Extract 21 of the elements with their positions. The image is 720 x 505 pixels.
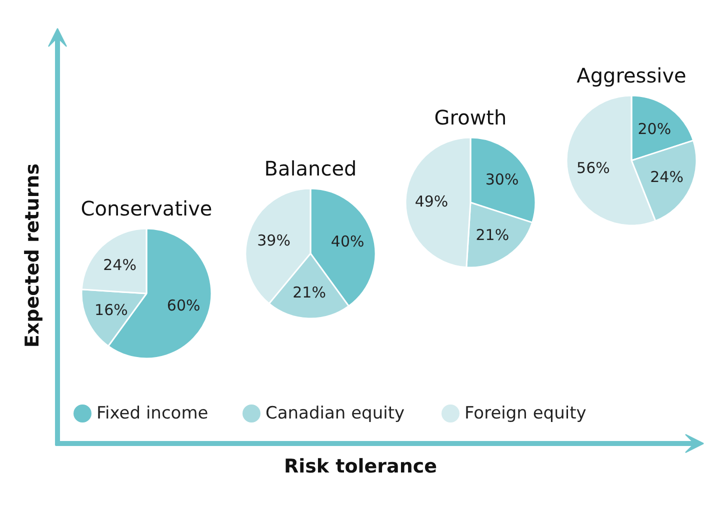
legend-label: Foreign equity: [464, 404, 586, 424]
data-label: 21%: [292, 283, 326, 302]
data-label: 60%: [166, 296, 200, 315]
data-label: 16%: [94, 301, 128, 320]
text: Risk tolerance: [284, 456, 438, 478]
data-label: 24%: [650, 168, 684, 186]
data-label: 21%: [476, 226, 510, 244]
legend-label: Fixed income: [96, 404, 208, 424]
legend-label: Canadian equity: [266, 404, 405, 424]
text: Expected returns: [22, 163, 44, 348]
chart-title: Growth: [434, 106, 507, 130]
data-label: 40%: [330, 232, 364, 250]
chart-title: Conservative: [80, 196, 212, 220]
data-label: 56%: [576, 158, 610, 177]
chart-title: Balanced: [264, 156, 357, 180]
data-label: 24%: [103, 256, 136, 274]
data-label: 39%: [257, 231, 290, 250]
data-label: 30%: [485, 170, 519, 189]
data-label: 49%: [414, 192, 448, 210]
data-label: 20%: [638, 120, 672, 138]
chart-title: Aggressive: [576, 64, 686, 88]
